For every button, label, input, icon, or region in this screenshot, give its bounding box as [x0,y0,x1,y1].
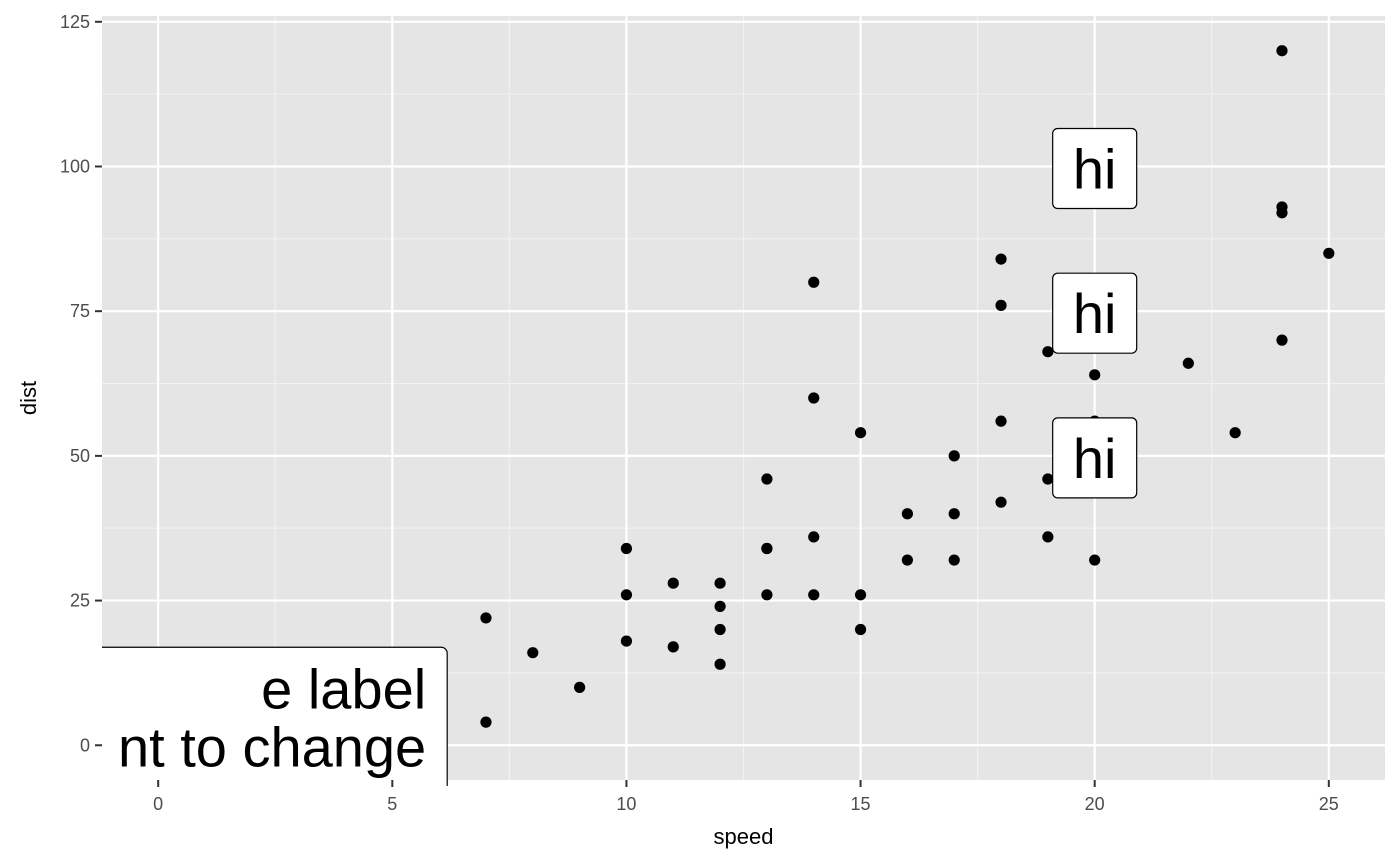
data-point [527,647,539,659]
big-label-line: e label [261,657,426,720]
annotation-text: hi [1073,282,1117,345]
data-point [808,531,820,543]
data-point [1276,45,1288,57]
data-point [714,600,726,612]
x-tick-label: 5 [387,794,397,814]
y-tick-label: 125 [60,12,90,32]
data-point [1089,369,1101,381]
data-point [995,299,1007,311]
data-point [761,473,773,485]
big-label-line: nt to change [118,715,426,778]
annotation-text: hi [1073,427,1117,490]
y-tick-label: 0 [80,735,90,755]
data-point [480,612,492,624]
x-tick-label: 15 [851,794,871,814]
data-point [995,253,1007,265]
data-point [620,635,633,647]
data-point [761,542,773,555]
data-point [620,589,633,601]
data-point [1042,473,1054,485]
x-axis-title: speed [714,824,774,849]
axes: 0 5 10 15 20 25 0 25 50 75 100 125 [60,12,1339,814]
annotation-labels: hi hi hi [1052,127,1138,499]
x-tick-label: 0 [153,794,163,814]
x-tick-label: 20 [1085,794,1105,814]
data-point [901,508,913,520]
data-point [854,623,867,636]
data-point [948,554,960,566]
data-point [854,427,867,439]
annotation-label: hi [1052,272,1138,354]
data-point [620,542,633,555]
data-point [1276,334,1288,346]
data-point [901,554,913,566]
annotation-label: hi [1052,127,1138,210]
data-point [948,508,960,520]
data-point [761,589,773,601]
data-point [948,450,960,462]
data-point [714,623,726,636]
data-point [1323,247,1335,259]
y-axis-title: dist [16,381,41,415]
annotation-box [1052,127,1138,210]
data-point [1276,201,1288,213]
y-tick-label: 50 [70,446,90,466]
data-point [667,577,679,589]
data-point [714,577,726,589]
data-point [714,658,726,670]
x-tick-label: 25 [1319,794,1339,814]
x-tick-label: 10 [616,794,636,814]
data-point [667,641,679,653]
data-point [1042,531,1054,543]
y-tick-label: 100 [60,156,90,176]
data-point [1182,357,1194,369]
data-point [854,589,867,601]
data-point [995,496,1007,508]
data-point [480,716,492,728]
annotation-box [1052,417,1138,499]
data-point [1229,427,1241,439]
y-tick-label: 25 [70,591,90,611]
annotation-box [1052,272,1138,354]
data-point [1089,554,1101,566]
data-point [808,392,820,404]
data-point [808,589,820,601]
annotation-label: hi [1052,417,1138,499]
big-label-box [102,646,448,786]
grid-minor [102,16,1385,780]
data-point [574,681,586,693]
y-tick-label: 75 [70,301,90,321]
data-point [808,276,820,288]
data-point [995,415,1007,427]
data-point [1042,346,1054,358]
annotation-text: hi [1073,137,1117,200]
